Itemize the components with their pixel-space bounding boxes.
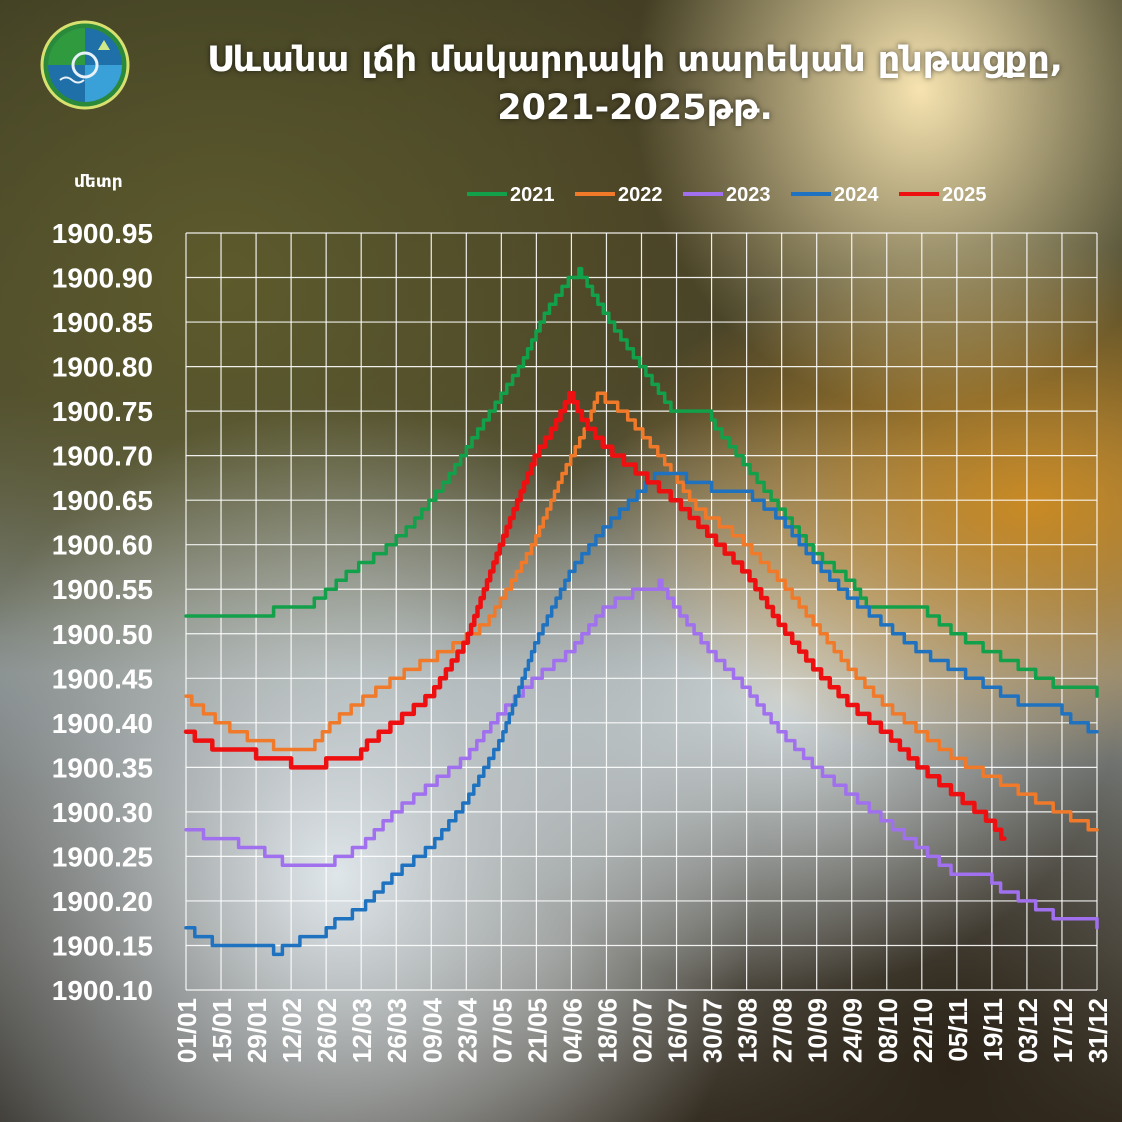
series-line-2023 xyxy=(184,578,1099,930)
y-axis-unit-label: մետր xyxy=(74,172,123,192)
y-tick-label: 1900.55 xyxy=(52,574,153,605)
x-tick-label: 07/05 xyxy=(487,998,517,1063)
series-line-2025 xyxy=(183,391,1007,841)
x-tick-label: 30/07 xyxy=(698,998,728,1063)
x-tick-label: 12/03 xyxy=(347,998,377,1063)
x-tick-label: 04/06 xyxy=(557,998,587,1063)
x-tick-label: 29/01 xyxy=(242,998,272,1063)
x-tick-label: 12/02 xyxy=(277,998,307,1063)
y-tick-label: 1900.70 xyxy=(52,441,153,472)
x-tick-label: 18/06 xyxy=(592,998,622,1063)
legend-label-2021: 2021 xyxy=(510,184,555,206)
x-tick-label: 31/12 xyxy=(1083,998,1113,1063)
y-tick-label: 1900.40 xyxy=(52,708,153,739)
y-tick-label: 1900.35 xyxy=(52,752,153,783)
y-tick-label: 1900.15 xyxy=(52,930,153,961)
chart-title: Սևանա լճի մակարդակի տարեկան ընթացքը, 202… xyxy=(150,36,1120,132)
legend-label-2023: 2023 xyxy=(726,184,771,206)
x-tick-label: 02/07 xyxy=(628,998,658,1063)
y-tick-label: 1900.10 xyxy=(52,975,153,1006)
legend-label-2025: 2025 xyxy=(942,184,987,206)
y-tick-label: 1900.80 xyxy=(52,352,153,383)
x-tick-label: 21/05 xyxy=(522,998,552,1063)
x-tick-label: 26/03 xyxy=(382,998,412,1063)
chart-grid xyxy=(185,232,1098,991)
y-tick-label: 1900.85 xyxy=(52,307,153,338)
series-line-2024 xyxy=(184,471,1099,957)
x-tick-label: 03/12 xyxy=(1013,998,1043,1063)
chart-title-line-1: Սևանա լճի մակարդակի տարեկան ընթացքը, xyxy=(207,40,1063,80)
x-tick-label: 26/02 xyxy=(312,998,342,1063)
x-tick-label: 19/11 xyxy=(978,998,1008,1062)
chart-title-line-2: 2021-2025թթ. xyxy=(497,88,773,128)
x-axis-tick-labels: 01/01 15/01 29/01 12/02 26/02 12/03 26/03 09/04… xyxy=(172,997,1113,1063)
x-tick-label: 16/07 xyxy=(663,998,693,1063)
legend-label-2024: 2024 xyxy=(834,184,879,206)
x-tick-label: 13/08 xyxy=(733,998,763,1063)
x-tick-label: 08/10 xyxy=(873,998,903,1063)
y-tick-label: 1900.20 xyxy=(52,886,153,917)
series-line-2021 xyxy=(184,266,1099,698)
y-tick-label: 1900.95 xyxy=(52,218,153,249)
y-axis-tick-labels: 1900.95 1900.90 1900.85 1900.80 1900.75 1900.… xyxy=(52,218,153,1006)
x-tick-label: 22/10 xyxy=(908,998,938,1063)
x-tick-label: 24/09 xyxy=(838,998,868,1063)
y-tick-label: 1900.45 xyxy=(52,663,153,694)
y-tick-label: 1900.50 xyxy=(52,619,153,650)
y-tick-label: 1900.30 xyxy=(52,797,153,828)
y-tick-label: 1900.90 xyxy=(52,263,153,294)
chart-legend: 2021 2022 2023 2024 2025 xyxy=(467,184,987,206)
y-tick-label: 1900.25 xyxy=(52,841,153,872)
x-tick-label: 10/09 xyxy=(803,998,833,1063)
x-tick-label: 23/04 xyxy=(452,997,482,1063)
x-tick-label: 01/01 xyxy=(172,998,202,1063)
series-line-2022 xyxy=(184,391,1099,832)
y-tick-label: 1900.60 xyxy=(52,530,153,561)
environment-ministry-emblem-icon xyxy=(40,20,130,110)
x-tick-label: 27/08 xyxy=(768,998,798,1063)
x-tick-label: 05/11 xyxy=(943,998,973,1062)
x-tick-label: 15/01 xyxy=(207,998,237,1063)
legend-label-2022: 2022 xyxy=(618,184,663,206)
x-tick-label: 17/12 xyxy=(1048,998,1078,1063)
chart-series-lines xyxy=(183,266,1099,957)
y-tick-label: 1900.75 xyxy=(52,396,153,427)
y-tick-label: 1900.65 xyxy=(52,485,153,516)
x-tick-label: 09/04 xyxy=(417,997,447,1063)
